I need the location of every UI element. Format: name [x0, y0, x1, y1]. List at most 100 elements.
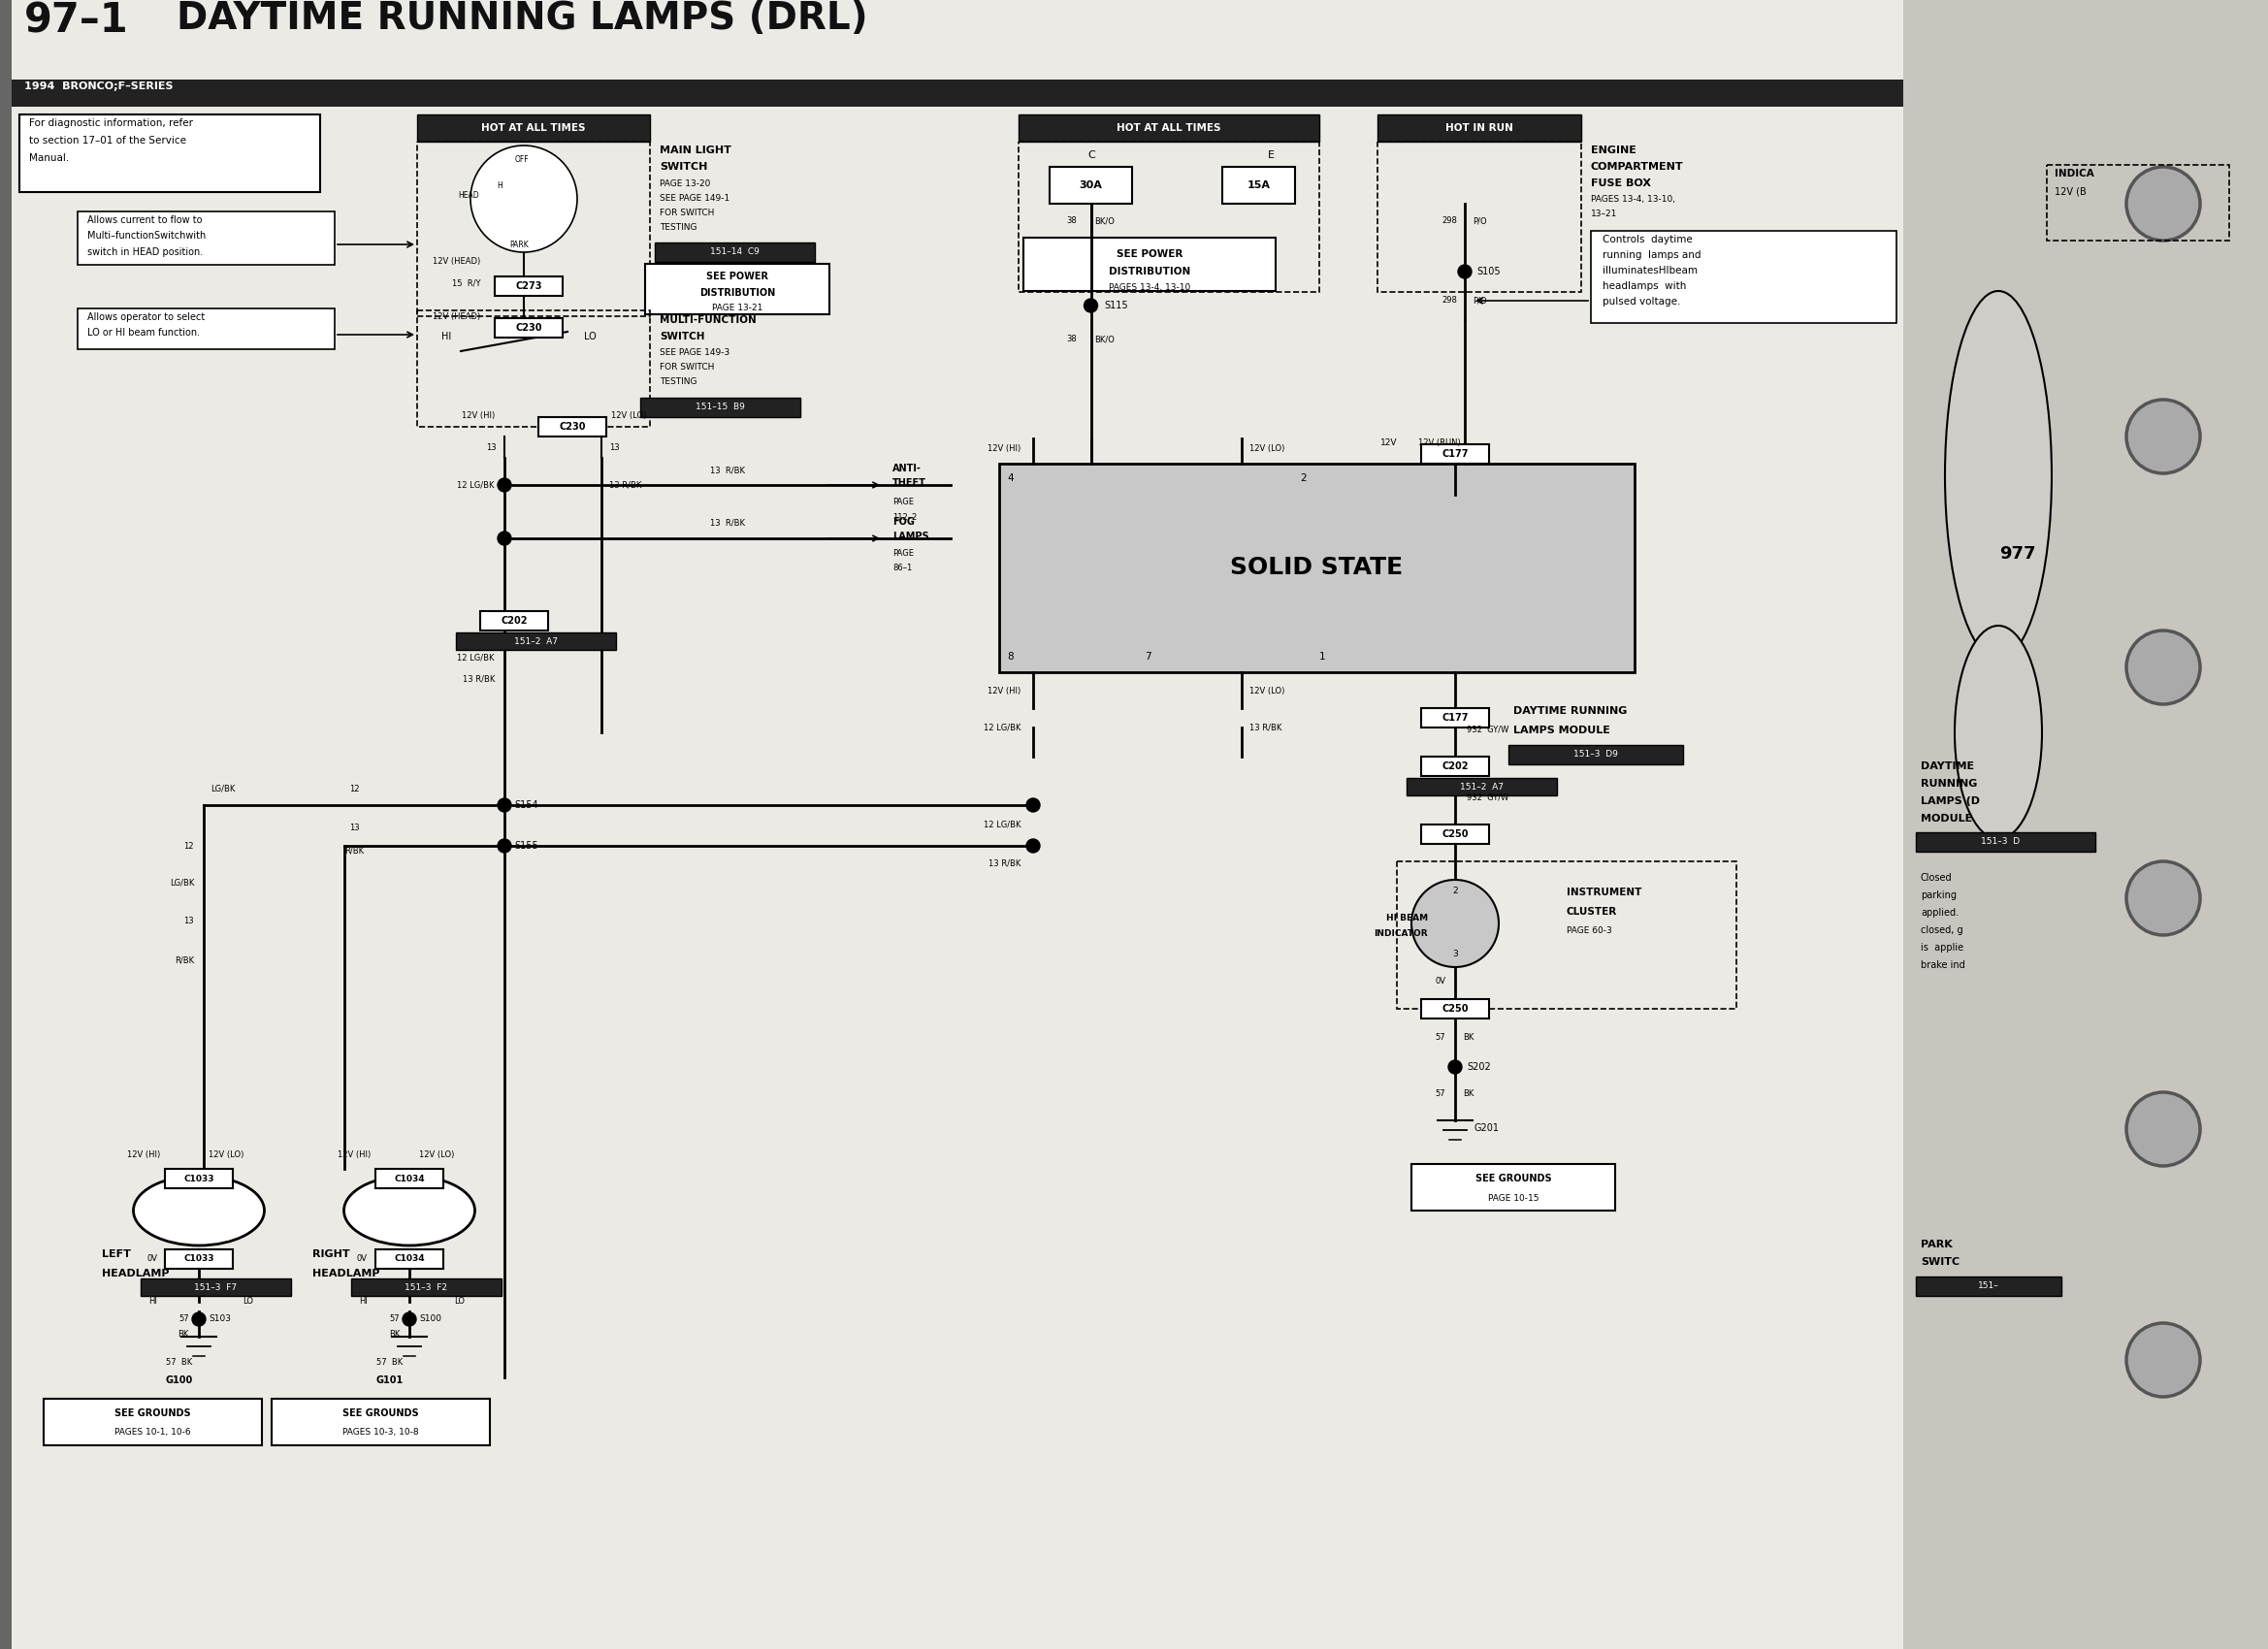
Text: 298: 298	[1442, 216, 1456, 226]
Text: TESTING: TESTING	[660, 223, 696, 233]
Text: SEE PAGE 149-3: SEE PAGE 149-3	[660, 348, 730, 356]
Text: 12V (HI): 12V (HI)	[460, 411, 494, 419]
Circle shape	[2127, 630, 2200, 704]
Text: 0V: 0V	[1436, 978, 1445, 986]
Text: 112–2: 112–2	[891, 513, 916, 521]
Text: 12 LG/BK: 12 LG/BK	[982, 820, 1021, 829]
Text: 2: 2	[1300, 473, 1306, 483]
Text: MODULE: MODULE	[1921, 815, 1973, 823]
Text: switch in HEAD position.: switch in HEAD position.	[86, 247, 202, 257]
Text: SWITCH: SWITCH	[660, 162, 708, 171]
Bar	[11, 79, 1903, 107]
Text: HI: HI	[442, 331, 451, 341]
Text: 13 R/BK: 13 R/BK	[463, 674, 494, 683]
Circle shape	[404, 1313, 415, 1326]
Text: THEFT: THEFT	[891, 478, 925, 488]
Text: C273: C273	[515, 282, 542, 290]
Text: DAYTIME RUNNING: DAYTIME RUNNING	[1513, 706, 1626, 716]
Text: 57: 57	[1436, 1034, 1445, 1042]
Circle shape	[1084, 298, 1098, 312]
Text: 12V: 12V	[1379, 439, 1397, 447]
Bar	[376, 1250, 442, 1268]
Circle shape	[1458, 265, 1472, 279]
Text: Allows operator to select: Allows operator to select	[86, 312, 204, 322]
Text: TESTING: TESTING	[660, 378, 696, 386]
Text: SEE GROUNDS: SEE GROUNDS	[1474, 1174, 1551, 1184]
Bar	[77, 211, 336, 265]
Text: running  lamps and: running lamps and	[1603, 251, 1701, 261]
Text: G100: G100	[166, 1375, 193, 1385]
Text: C177: C177	[1442, 449, 1467, 458]
Text: PAGE: PAGE	[891, 498, 914, 506]
Text: ANTI-: ANTI-	[891, 463, 921, 473]
Text: LEFT: LEFT	[102, 1250, 132, 1260]
Text: C250: C250	[1442, 1004, 1467, 1014]
Text: S115: S115	[1105, 300, 1127, 310]
Bar	[417, 114, 651, 142]
Text: HI BEAM: HI BEAM	[1386, 914, 1429, 922]
Bar	[1023, 237, 1275, 290]
Text: S105: S105	[1476, 267, 1501, 277]
Text: C1033: C1033	[184, 1255, 213, 1263]
Text: DISTRIBUTION: DISTRIBUTION	[699, 289, 776, 298]
Bar	[1377, 142, 1581, 292]
Bar	[43, 1398, 261, 1445]
Bar	[655, 242, 814, 262]
Text: 151–2  A7: 151–2 A7	[515, 637, 558, 645]
Text: 151–3  D9: 151–3 D9	[1574, 750, 1617, 759]
Text: C177: C177	[1442, 712, 1467, 722]
Text: 12 LG/BK: 12 LG/BK	[458, 653, 494, 661]
Text: 57: 57	[390, 1314, 399, 1324]
Circle shape	[1027, 839, 1041, 853]
Text: 298: 298	[1442, 297, 1456, 305]
Text: S100: S100	[420, 1314, 442, 1324]
Text: 38: 38	[1066, 216, 1077, 226]
Bar	[1508, 745, 1683, 765]
Text: FOR SWITCH: FOR SWITCH	[660, 363, 714, 371]
Text: 13  R/BK: 13 R/BK	[710, 467, 744, 475]
Bar	[166, 1169, 234, 1189]
Text: 12V (LO): 12V (LO)	[610, 411, 646, 419]
Text: 13 R/BK: 13 R/BK	[610, 480, 642, 490]
Text: headlamps  with: headlamps with	[1603, 282, 1687, 290]
Text: HEADLAMP: HEADLAMP	[313, 1268, 379, 1278]
Bar	[538, 417, 606, 437]
Bar	[1422, 707, 1490, 727]
Text: BK: BK	[388, 1329, 399, 1337]
Text: C230: C230	[515, 323, 542, 333]
Text: brake ind: brake ind	[1921, 960, 1964, 970]
Text: ENGINE: ENGINE	[1590, 145, 1637, 155]
Bar	[1903, 0, 2268, 1649]
Text: SEE POWER: SEE POWER	[705, 272, 769, 282]
Text: 8: 8	[1007, 651, 1014, 661]
Text: DAYTIME: DAYTIME	[1921, 762, 1973, 772]
Bar	[417, 142, 651, 317]
Circle shape	[2127, 1092, 2200, 1166]
Text: SWITCH: SWITCH	[660, 331, 705, 341]
Text: 12V (LO): 12V (LO)	[1250, 444, 1284, 452]
Text: PAGE 10-15: PAGE 10-15	[1488, 1194, 1538, 1202]
Text: LO: LO	[454, 1298, 465, 1306]
Text: C202: C202	[1442, 762, 1467, 772]
Text: 12V (HI): 12V (HI)	[338, 1151, 370, 1159]
Text: PARK: PARK	[1921, 1240, 1953, 1250]
Text: PAGE: PAGE	[891, 549, 914, 557]
Text: LO or HI beam function.: LO or HI beam function.	[86, 328, 200, 338]
Bar	[2046, 165, 2229, 241]
Text: C1033: C1033	[184, 1174, 213, 1182]
Text: 13  R/BK: 13 R/BK	[710, 518, 744, 526]
Bar	[644, 264, 830, 315]
Text: 12V (HEAD): 12V (HEAD)	[433, 257, 481, 265]
Text: HOT AT ALL TIMES: HOT AT ALL TIMES	[1116, 124, 1220, 134]
Text: S154: S154	[515, 800, 538, 810]
Text: C230: C230	[558, 422, 585, 432]
Bar	[1916, 833, 2096, 851]
Text: R/BK: R/BK	[345, 846, 363, 854]
Circle shape	[497, 798, 510, 811]
Bar	[1916, 1276, 2062, 1296]
Text: parking: parking	[1921, 890, 1957, 900]
Bar	[166, 1250, 234, 1268]
Text: 12 LG/BK: 12 LG/BK	[458, 480, 494, 490]
Text: PAGES 13-4, 13-10,: PAGES 13-4, 13-10,	[1590, 195, 1676, 204]
Text: FOR SWITCH: FOR SWITCH	[660, 208, 714, 218]
